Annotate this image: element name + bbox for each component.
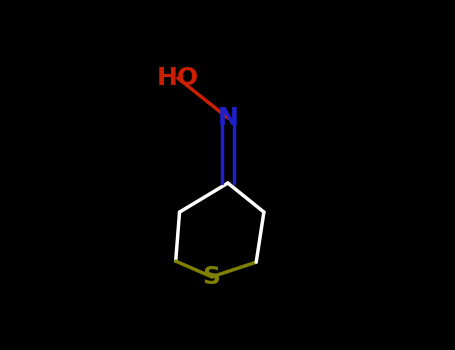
Text: HO: HO (157, 66, 199, 90)
Text: S: S (203, 265, 221, 289)
Text: N: N (217, 106, 238, 130)
